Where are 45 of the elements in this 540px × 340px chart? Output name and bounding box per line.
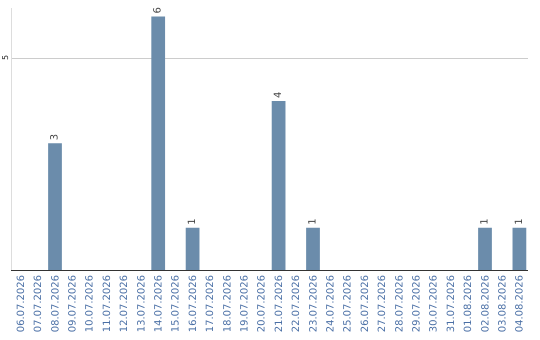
- data-label: 1: [187, 218, 198, 225]
- x-tick-label: 20.07.2026: [256, 275, 268, 332]
- x-tick-label: 29.07.2026: [411, 275, 422, 332]
- x-tick-label: 15.07.2026: [170, 275, 182, 332]
- x-tick-label: 09.07.2026: [67, 275, 78, 332]
- x-tick-label: 06.07.2026: [16, 275, 27, 332]
- x-tick-label: 02.08.2026: [480, 275, 492, 332]
- x-tick-label: 17.07.2026: [205, 275, 216, 332]
- x-tick-label: 01.08.2026: [463, 275, 474, 332]
- x-tick-label: 04.08.2026: [514, 275, 526, 332]
- x-tick-label: 31.07.2026: [446, 275, 457, 332]
- data-label: 1: [480, 218, 490, 225]
- bar: [478, 228, 492, 270]
- bar: [272, 100, 286, 270]
- bar: [48, 143, 62, 270]
- x-tick-label: 12.07.2026: [119, 275, 130, 332]
- x-tick-label: 19.07.2026: [239, 275, 250, 332]
- bar: [151, 16, 166, 270]
- bar: [306, 228, 320, 270]
- bar: [512, 228, 526, 270]
- x-tick-label: 14.07.2026: [153, 275, 164, 332]
- x-tick-label: 11.07.2026: [102, 275, 113, 332]
- bar: [186, 228, 200, 270]
- x-tick-label: 25.07.2026: [342, 275, 354, 332]
- x-tick-label: 10.07.2026: [84, 275, 96, 332]
- x-tick-label: 16.07.2026: [188, 275, 199, 332]
- x-tick-label: 24.07.2026: [325, 275, 336, 332]
- data-label: 6: [152, 7, 164, 14]
- x-tick-label: 22.07.2026: [291, 275, 302, 332]
- x-tick-label: 13.07.2026: [136, 275, 148, 332]
- data-label: 4: [273, 92, 284, 98]
- x-tick-label: 03.08.2026: [497, 275, 508, 332]
- x-tick-label: 30.07.2026: [428, 275, 440, 332]
- x-tick-label: 21.07.2026: [274, 275, 285, 332]
- data-label: 1: [308, 218, 318, 225]
- x-tick-label: 23.07.2026: [308, 275, 320, 332]
- x-tick-label: 28.07.2026: [394, 275, 406, 332]
- data-label: 3: [50, 134, 60, 140]
- x-tick-label: 26.07.2026: [360, 275, 371, 332]
- data-label: 1: [514, 218, 525, 225]
- x-tick-label: 08.07.2026: [50, 275, 62, 332]
- x-tick-label: 07.07.2026: [33, 275, 44, 332]
- y-tick-label: 5: [0, 54, 10, 60]
- x-tick-label: 27.07.2026: [377, 275, 388, 332]
- x-tick-label: 18.07.2026: [222, 275, 234, 332]
